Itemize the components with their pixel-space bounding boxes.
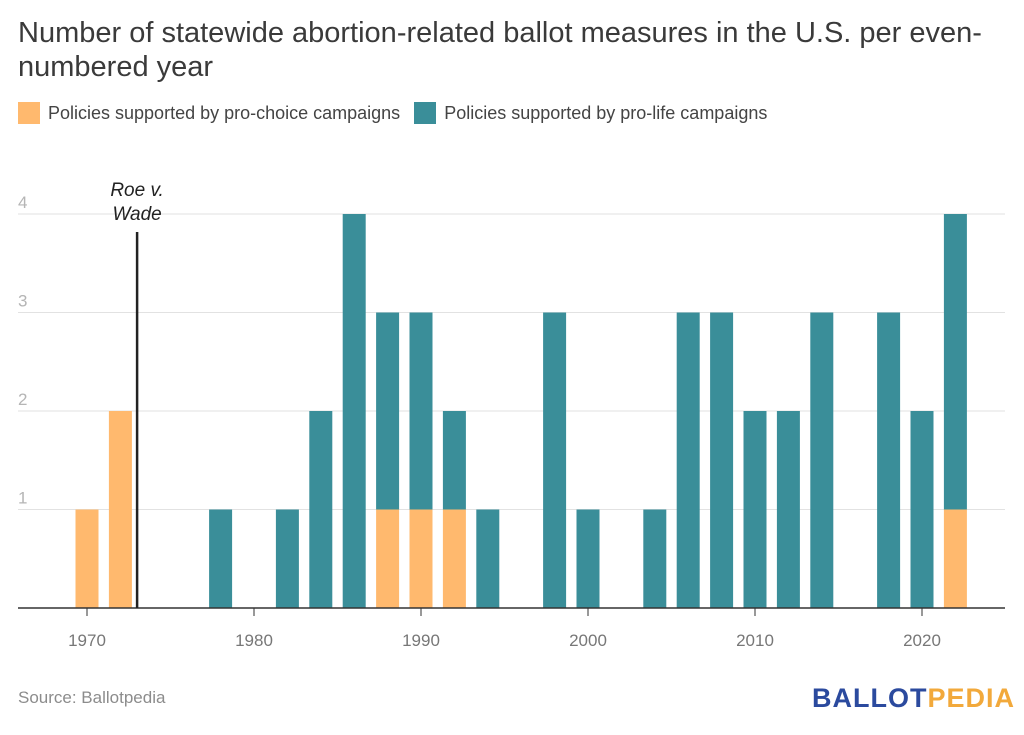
bar-pro-life-2022 [943,214,967,510]
logo-part-ballot: BALLOT [812,683,928,713]
x-tick-label-1970: 1970 [68,631,106,650]
bar-pro-choice-1990 [409,509,433,608]
legend-swatch-pro-choice [18,102,40,124]
bar-pro-life-2010 [743,411,767,608]
bar-pro-life-1990 [409,312,433,510]
y-tick-label-3: 3 [18,292,27,311]
annotation-roe-line2: Wade [112,204,161,225]
bar-pro-life-1998 [543,312,567,608]
x-tick-label-2020: 2020 [903,631,941,650]
y-tick-label-1: 1 [18,489,27,508]
logo-part-pedia: PEDIA [927,683,1016,713]
bar-pro-life-2020 [910,411,934,608]
x-tick-label-1990: 1990 [402,631,440,650]
bar-pro-choice-1992 [442,509,466,608]
legend-swatch-pro-life [414,102,437,124]
x-tick-label-2000: 2000 [569,631,607,650]
legend-item-pro-life: Policies supported by pro-life campaigns [414,102,767,124]
bar-pro-life-2004 [643,509,667,608]
y-tick-label-4: 4 [18,193,27,212]
legend: Policies supported by pro-choice campaig… [18,102,781,124]
bar-pro-choice-1970 [75,509,99,608]
bar-pro-life-1984 [309,411,333,608]
bar-pro-life-1978 [209,509,233,608]
bar-pro-choice-1972 [108,411,132,608]
chart-title: Number of statewide abortion-related bal… [18,17,982,83]
x-tick-label-2010: 2010 [736,631,774,650]
bar-pro-life-1986 [342,214,366,608]
bar-pro-choice-2022 [943,509,967,608]
legend-label-pro-life: Policies supported by pro-life campaigns [444,102,768,123]
legend-item-pro-choice: Policies supported by pro-choice campaig… [18,102,400,124]
bar-pro-life-2006 [676,312,700,608]
source-note: Source: Ballotpedia [18,688,166,707]
ballotpedia-logo: BALLOTPEDIA [812,683,1015,714]
legend-label-pro-choice: Policies supported by pro-choice campaig… [48,102,401,123]
bar-pro-life-2018 [877,312,901,608]
bar-pro-life-1992 [442,411,466,510]
bar-pro-life-2014 [810,312,834,608]
annotation-roe-line1: Roe v. [110,180,164,201]
bar-pro-life-2012 [776,411,800,608]
bar-pro-life-2008 [710,312,734,608]
bar-pro-choice-1988 [376,509,400,608]
bar-pro-life-1982 [275,509,299,608]
bar-chart: 1 2 3 4 1970 1980 1990 2000 2010 2020 Roe v. Wade [18,180,1005,650]
bar-pro-life-1988 [376,312,400,510]
y-tick-label-2: 2 [18,390,27,409]
bar-pro-life-1994 [476,509,500,608]
bar-pro-life-2000 [576,509,600,608]
x-tick-label-1980: 1980 [235,631,273,650]
